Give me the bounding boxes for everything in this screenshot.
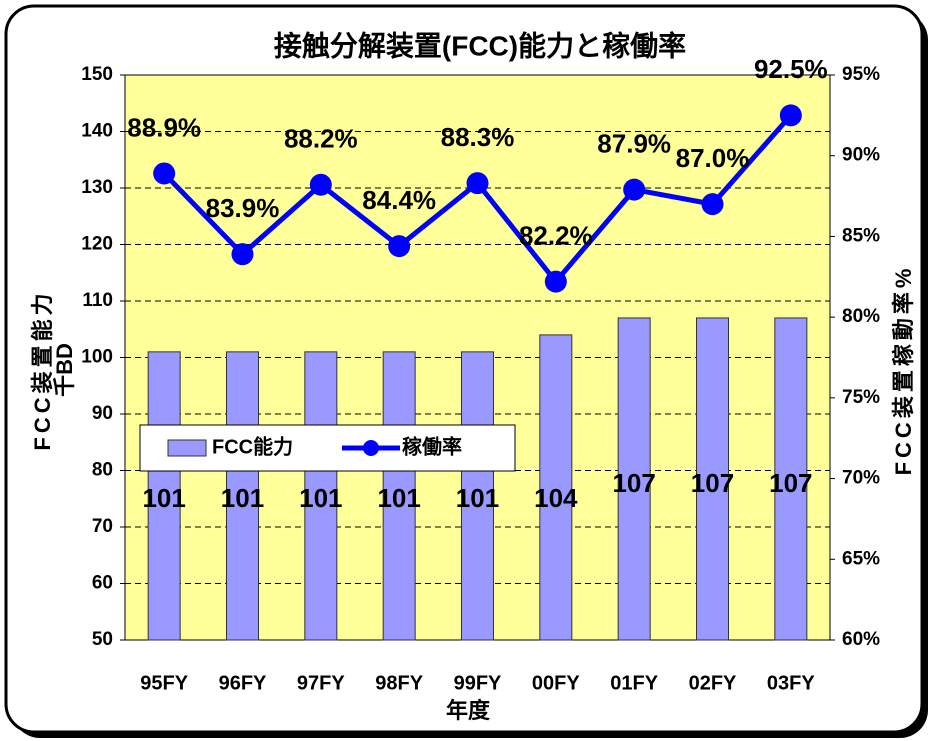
bar-value-label: 107 bbox=[769, 468, 812, 498]
x-tick-label: 99FY bbox=[454, 672, 502, 694]
y-axis-label-line: 千BD bbox=[52, 343, 77, 397]
y2-tick-label: 80% bbox=[842, 306, 880, 327]
y2-tick-label: 60% bbox=[842, 629, 880, 650]
line-value-label: 92.5% bbox=[754, 54, 828, 84]
bar bbox=[147, 351, 181, 641]
x-tick-label: 01FY bbox=[610, 672, 658, 694]
bar-value-label: 107 bbox=[691, 468, 734, 498]
line-marker bbox=[466, 172, 489, 195]
x-tick-label: 03FY bbox=[767, 672, 815, 694]
x-tick-label: 95FY bbox=[140, 672, 188, 694]
y2-tick-label: 75% bbox=[842, 387, 880, 408]
y-tick-label: 50 bbox=[92, 629, 113, 650]
line-value-label: 82.2% bbox=[519, 221, 593, 251]
bar bbox=[382, 351, 416, 641]
line-marker bbox=[779, 104, 802, 127]
legend-label: FCC能力 bbox=[212, 434, 293, 458]
y2-tick-label: 90% bbox=[842, 145, 880, 166]
bar-value-label: 104 bbox=[534, 483, 578, 513]
x-tick-label: 02FY bbox=[689, 672, 737, 694]
x-tick-label: 98FY bbox=[375, 672, 423, 694]
line-value-label: 83.9% bbox=[206, 193, 280, 223]
y2-tick-label: 85% bbox=[842, 225, 880, 246]
bar bbox=[617, 317, 651, 641]
x-tick-label: 97FY bbox=[297, 672, 345, 694]
line-marker bbox=[309, 173, 332, 196]
y2-tick-label: 95% bbox=[842, 64, 880, 85]
y-axis-label-line: FCC装置能力 bbox=[30, 289, 55, 450]
line-marker bbox=[388, 235, 411, 258]
bar bbox=[226, 351, 259, 641]
y-axis-label: FCC装置能力 千BD bbox=[30, 289, 77, 450]
y-tick-label: 100 bbox=[81, 347, 113, 368]
line-value-label: 88.9% bbox=[127, 112, 201, 142]
bar-value-label: 101 bbox=[142, 483, 185, 513]
y-tick-label: 140 bbox=[81, 121, 113, 142]
line-value-label: 84.4% bbox=[362, 185, 436, 215]
y-tick-label: 70 bbox=[92, 516, 113, 537]
y-tick-label: 60 bbox=[92, 573, 113, 594]
y-tick-label: 90 bbox=[92, 403, 113, 424]
bar-value-label: 101 bbox=[456, 483, 499, 513]
y-tick-label: 150 bbox=[81, 64, 113, 85]
bar bbox=[539, 334, 573, 641]
bar-value-label: 101 bbox=[377, 483, 420, 513]
x-axis-label: 年度 bbox=[446, 698, 491, 723]
y-tick-label: 120 bbox=[81, 234, 113, 255]
chart-title: 接触分解装置(FCC)能力と稼働率 bbox=[274, 29, 686, 61]
bar-value-label: 107 bbox=[612, 468, 655, 498]
y-tick-label: 130 bbox=[81, 177, 113, 198]
legend-swatch-marker bbox=[363, 440, 379, 456]
line-value-label: 87.9% bbox=[597, 128, 671, 158]
x-tick-label: 96FY bbox=[219, 672, 267, 694]
line-value-label: 88.2% bbox=[284, 124, 358, 154]
line-value-label: 88.3% bbox=[441, 122, 515, 152]
y2-tick-label: 65% bbox=[842, 548, 880, 569]
y-tick-label: 80 bbox=[92, 460, 113, 481]
line-value-label: 87.0% bbox=[676, 143, 750, 173]
legend-label: 稼働率 bbox=[402, 434, 462, 458]
y2-axis-label: FCC装置稼動率% bbox=[891, 265, 916, 476]
y-tick-label: 110 bbox=[82, 290, 113, 311]
y2-tick-label: 70% bbox=[842, 468, 880, 489]
bar bbox=[304, 351, 338, 641]
bar bbox=[696, 317, 729, 641]
bar bbox=[774, 317, 808, 641]
x-tick-label: 00FY bbox=[532, 672, 580, 694]
legend-swatch bbox=[167, 439, 207, 457]
line-marker bbox=[701, 193, 724, 216]
bar-value-label: 101 bbox=[299, 483, 342, 513]
bar bbox=[461, 351, 494, 641]
line-marker bbox=[544, 270, 567, 293]
bar-value-label: 101 bbox=[221, 483, 264, 513]
line-marker bbox=[153, 162, 176, 185]
line-marker bbox=[623, 178, 646, 201]
line-marker bbox=[231, 243, 254, 266]
